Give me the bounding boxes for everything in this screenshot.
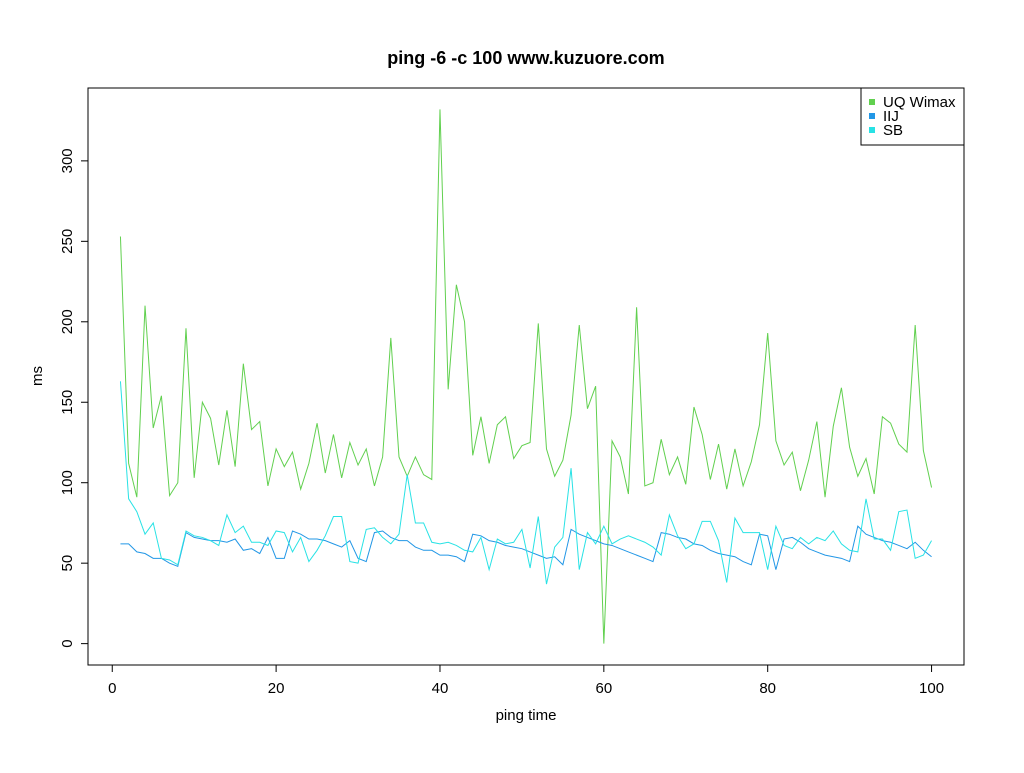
y-tick-label: 200 bbox=[59, 309, 76, 334]
legend-swatch bbox=[869, 99, 875, 105]
y-tick-label: 50 bbox=[59, 555, 76, 572]
y-tick-label: 150 bbox=[59, 390, 76, 415]
x-tick-label: 20 bbox=[268, 680, 285, 697]
plot-frame bbox=[87, 87, 965, 666]
x-tick-label: 40 bbox=[432, 680, 449, 697]
legend-swatch bbox=[869, 127, 875, 133]
x-tick-label: 0 bbox=[108, 680, 116, 697]
x-tick-label: 100 bbox=[919, 680, 944, 697]
legend-label: UQ Wimax bbox=[883, 94, 956, 111]
legend-swatch bbox=[869, 113, 875, 119]
x-tick-label: 80 bbox=[759, 680, 776, 697]
y-tick-label: 300 bbox=[59, 148, 76, 173]
legend-label: IIJ bbox=[883, 108, 899, 125]
chart-title: ping -6 -c 100 www.kuzuore.com bbox=[387, 48, 664, 68]
legend-label: SB bbox=[883, 122, 903, 139]
y-axis-label: ms bbox=[29, 366, 46, 386]
x-axis-label: ping time bbox=[496, 707, 557, 724]
series-line bbox=[119, 109, 933, 644]
y-tick-label: 0 bbox=[59, 639, 76, 647]
y-tick-label: 100 bbox=[59, 470, 76, 495]
legend-box bbox=[860, 87, 965, 146]
series-line bbox=[119, 381, 932, 585]
x-tick-label: 60 bbox=[595, 680, 612, 697]
y-tick-label: 250 bbox=[59, 229, 76, 254]
